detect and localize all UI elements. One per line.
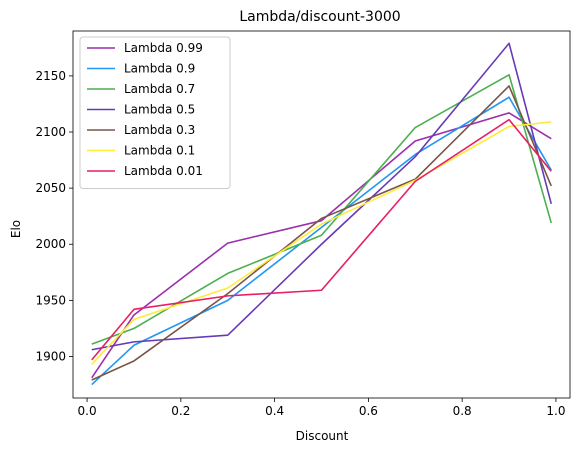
x-tick-label: 0.2 — [171, 404, 190, 418]
legend-label: Lambda 0.99 — [124, 41, 203, 55]
y-axis-title: Elo — [9, 220, 23, 238]
y-tick-label: 2150 — [35, 69, 66, 83]
legend-label: Lambda 0.7 — [124, 82, 195, 96]
legend-label: Lambda 0.3 — [124, 123, 195, 137]
x-tick-label: 0.8 — [453, 404, 472, 418]
plot-frame — [72, 30, 571, 399]
legend-label: Lambda 0.01 — [124, 164, 203, 178]
x-tick-label: 1.0 — [546, 404, 565, 418]
y-tick-label: 1900 — [35, 349, 66, 363]
x-axis-title: Discount — [296, 429, 349, 443]
y-tick-label: 2100 — [35, 125, 66, 139]
chart-title: Lambda/discount-3000 — [239, 9, 400, 25]
legend: Lambda 0.99 Lambda 0.9 Lambda 0.7 Lambda 0.… — [79, 36, 231, 189]
series-line-1 — [91, 96, 552, 386]
plot-area — [91, 42, 553, 386]
legend-box — [79, 36, 231, 189]
legend-label: Lambda 0.5 — [124, 103, 195, 117]
y-tick-label: 2050 — [35, 181, 66, 195]
x-tick-label: 0.4 — [265, 404, 284, 418]
legend-label: Lambda 0.1 — [124, 144, 195, 158]
y-tick-label: 2000 — [35, 237, 66, 251]
x-tick-label: 0.0 — [78, 404, 97, 418]
legend-label: Lambda 0.9 — [124, 62, 195, 76]
series-line-6 — [91, 118, 552, 361]
x-axis: 0.0 0.2 0.4 0.6 0.8 1.0 — [78, 398, 565, 418]
series-line-2 — [91, 73, 553, 345]
y-tick-label: 1950 — [35, 293, 66, 307]
series-line-5 — [91, 121, 552, 365]
y-axis: 1900 1950 2000 2050 2100 2150 — [35, 69, 73, 363]
series-line-3 — [91, 42, 553, 351]
series-line-0 — [91, 112, 552, 379]
series-line-4 — [91, 85, 552, 381]
x-tick-label: 0.6 — [359, 404, 378, 418]
